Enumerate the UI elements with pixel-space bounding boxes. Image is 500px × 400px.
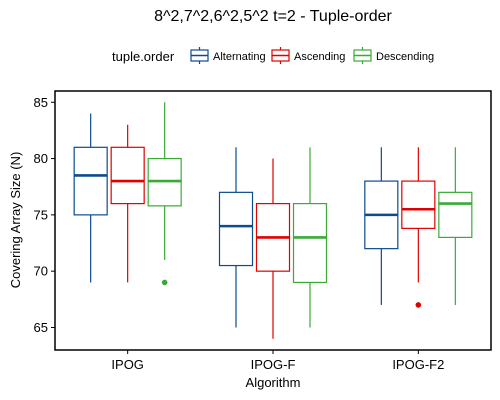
- y-tick-label: 80: [34, 151, 48, 166]
- legend-item-descending: Descending: [353, 47, 434, 64]
- legend-label: Ascending: [294, 51, 345, 63]
- box-alternating-ipog: [73, 113, 108, 283]
- legend-item-ascending: Ascending: [271, 47, 345, 64]
- box-alternating-ipog-f2: [364, 147, 399, 305]
- legend-title: tuple.order: [112, 49, 175, 64]
- outlier-point: [161, 279, 168, 286]
- box-alternating-ipog-f: [218, 147, 254, 328]
- x-axis-title: Algorithm: [246, 375, 301, 390]
- legend: tuple.order Alternating Ascending Descendi…: [112, 47, 434, 64]
- box-descending-ipog-f: [292, 147, 328, 328]
- legend-label: Alternating: [213, 51, 266, 63]
- x-tick-label: IPOG-F: [251, 357, 296, 372]
- y-tick-label: 70: [34, 264, 48, 279]
- y-axis-title: Covering Array Size (N): [8, 152, 23, 289]
- box-ascending-ipog: [110, 124, 145, 283]
- box-iqr: [438, 191, 473, 238]
- box-iqr: [110, 146, 145, 205]
- chart-title: 8^2,7^2,6^2,5^2 t=2 - Tuple-order: [154, 8, 392, 25]
- box-ascending-ipog-f: [255, 158, 291, 339]
- box-ascending-ipog-f2: [401, 147, 436, 308]
- box-iqr: [292, 203, 328, 284]
- plot-area: 65 70 75 80 85 IPOG IPOG-F IPOG-F2: [34, 90, 492, 372]
- box-descending-ipog-f2: [438, 147, 473, 305]
- y-tick-label: 85: [34, 95, 48, 110]
- box-iqr: [73, 146, 108, 216]
- outlier-point: [415, 302, 422, 308]
- y-tick-label: 75: [34, 207, 48, 222]
- box-descending-ipog: [147, 102, 182, 286]
- legend-item-alternating: Alternating: [190, 47, 266, 64]
- legend-label: Descending: [376, 51, 434, 63]
- x-tick-label: IPOG-F2: [392, 357, 444, 372]
- box-iqr: [401, 180, 436, 229]
- x-tick-label: IPOG: [111, 357, 144, 372]
- y-tick-label: 65: [34, 320, 48, 335]
- box-iqr: [218, 191, 254, 267]
